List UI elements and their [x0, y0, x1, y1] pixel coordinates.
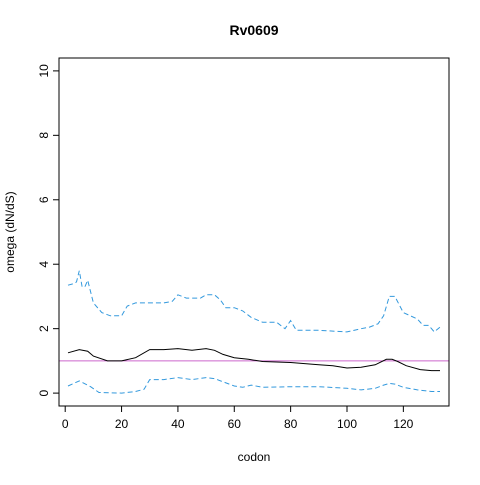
x-tick-label: 120	[393, 417, 413, 431]
y-tick-label: 8	[37, 132, 51, 139]
y-tick-label: 2	[37, 325, 51, 332]
chart-title: Rv0609	[229, 22, 278, 38]
y-axis-title: omega (dN/dS)	[3, 191, 17, 272]
x-tick-label: 0	[62, 417, 69, 431]
plot-frame	[58, 57, 450, 407]
y-tick-label: 4	[37, 261, 51, 268]
x-tick-label: 40	[171, 417, 185, 431]
omega-estimate-line	[67, 348, 440, 372]
y-tick-label: 0	[37, 389, 51, 396]
x-tick-label: 20	[115, 417, 129, 431]
x-tick-label: 80	[284, 417, 298, 431]
x-tick-label: 60	[228, 417, 242, 431]
upper-bound-line	[67, 270, 441, 333]
y-tick-label: 6	[37, 196, 51, 203]
y-tick-label: 10	[37, 64, 51, 78]
plot-layer: 0 20 40 60 80 100 120 0 2 4 6 8 10	[37, 64, 449, 431]
x-tick-label: 100	[337, 417, 357, 431]
lower-bound-line	[67, 377, 440, 394]
x-axis-title: codon	[238, 450, 271, 464]
